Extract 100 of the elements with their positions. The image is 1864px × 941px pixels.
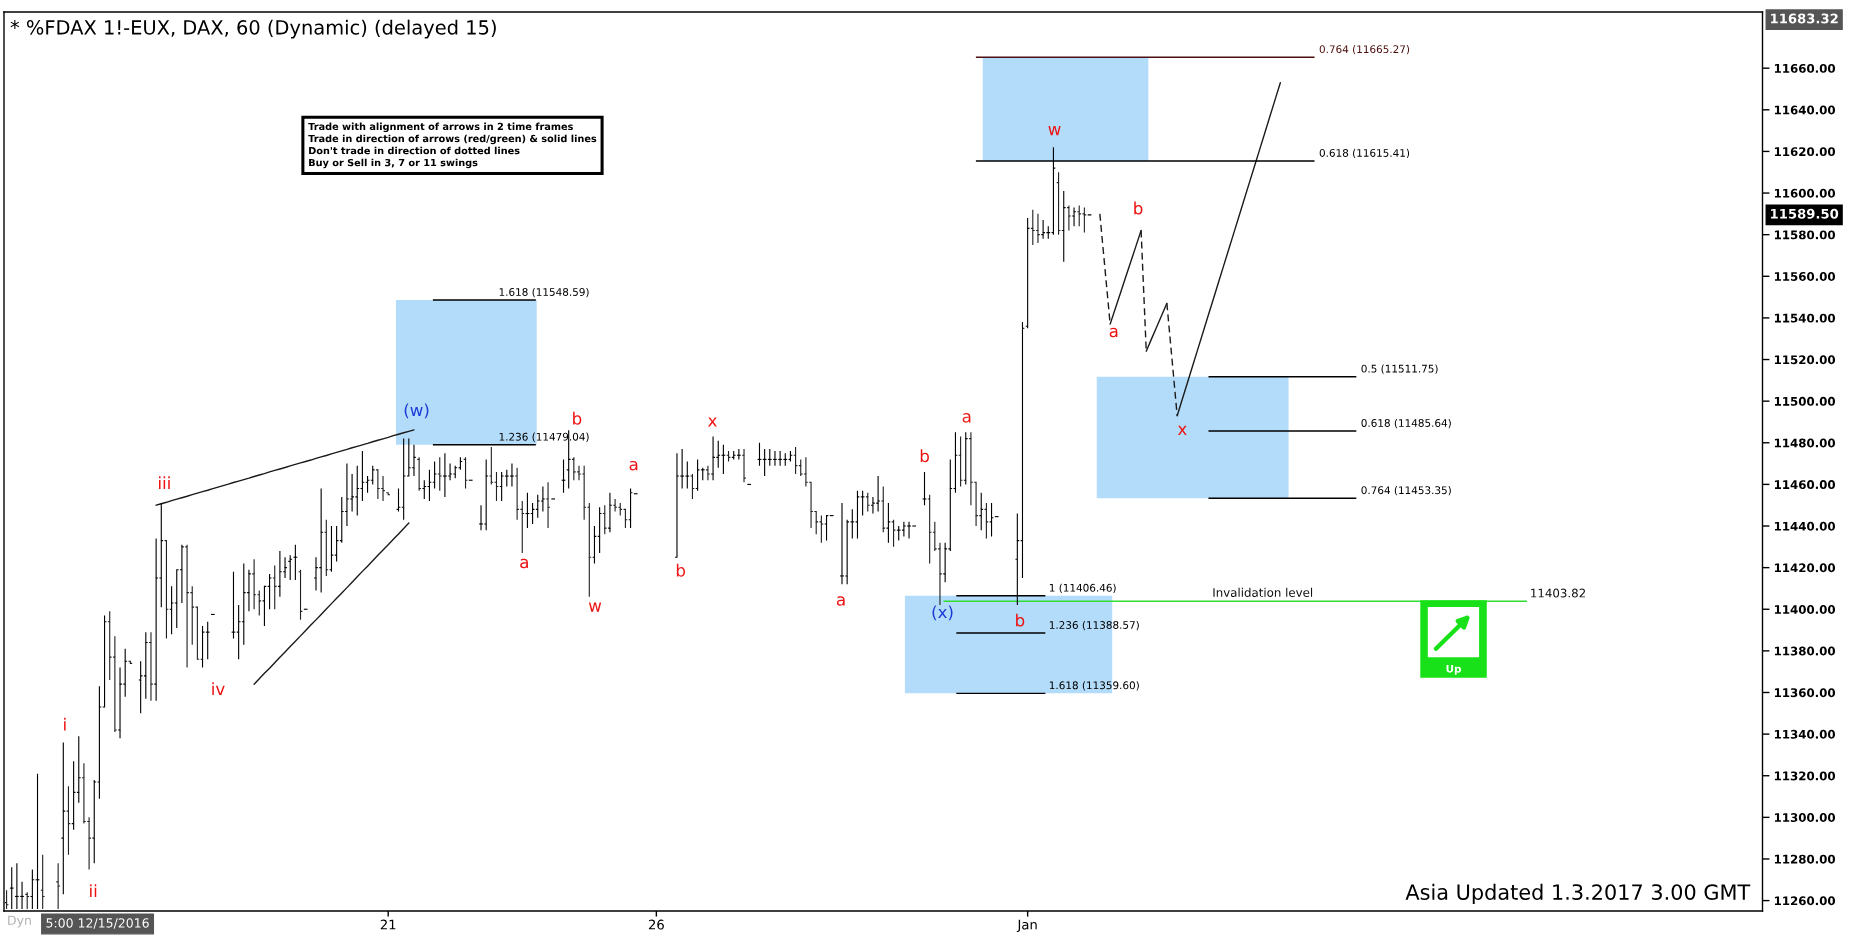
ref-line-label: 1.236 (11388.57) — [1049, 620, 1139, 631]
y-tick-label: 11260.00 — [1774, 896, 1836, 906]
candlestick — [143, 631, 149, 700]
annotation: a — [962, 413, 971, 423]
annotation: w — [1048, 126, 1061, 136]
annotation: Asia Updated 1.3.2017 3.00 GMT — [1405, 883, 1751, 904]
x-tick-label: Jan — [1016, 919, 1037, 932]
candlestick — [901, 521, 907, 537]
candlestick — [153, 537, 159, 702]
candlestick — [262, 585, 267, 627]
candlestick — [76, 735, 82, 804]
chart-title: * %FDAX 1!-EUX, DAX, 60 (Dynamic) (delayed 15) — [10, 19, 496, 39]
y-tick-label: 11300.00 — [1774, 813, 1836, 823]
y-tick-label: 11480.00 — [1774, 438, 1836, 448]
candlestick — [597, 506, 603, 554]
ref-line-label: 0.618 (11485.64) — [1361, 418, 1451, 429]
y-tick-label: 11600.00 — [1774, 188, 1836, 198]
candlestick — [463, 456, 468, 490]
candlestick — [860, 490, 866, 517]
annotation: iv — [212, 682, 225, 695]
candlestick — [602, 504, 608, 535]
annotation: x — [708, 417, 717, 427]
candlestick — [1040, 219, 1046, 240]
y-tick-label: 11500.00 — [1774, 396, 1836, 406]
annotation: b — [573, 411, 582, 425]
candlestick — [540, 485, 546, 512]
candlestick — [870, 496, 876, 515]
candlestick — [514, 467, 520, 521]
annotation: ii — [90, 884, 97, 897]
y-tick-label: 11340.00 — [1774, 729, 1836, 739]
y-tick-label: 11540.00 — [1774, 313, 1836, 323]
y-tick-label: 11380.00 — [1774, 646, 1836, 656]
annotation: 11403.82 — [1531, 588, 1585, 598]
annotation: b — [676, 563, 686, 577]
annotation: Trade with alignment of arrows in 2 time frames Trade in direction of arrows (red/green) & solid lines Don't trade in direction of dotted lines Buy or Sell in 3, 7 or 11 swings — [308, 122, 597, 169]
y-tick-label: 11560.00 — [1774, 272, 1836, 281]
text: 5:00 12/15/2016 — [46, 918, 149, 929]
candlestick — [334, 525, 340, 562]
annotation: a — [629, 460, 638, 471]
candlestick — [102, 614, 107, 708]
line-series — [253, 522, 410, 685]
candlestick — [277, 550, 283, 598]
candlestick — [927, 494, 933, 565]
y-tick-label: 11520.00 — [1774, 355, 1836, 365]
ref-line-label: 0.618 (11615.41) — [1319, 148, 1410, 159]
candlestick — [194, 606, 200, 660]
annotation: b — [920, 449, 929, 463]
candlestick — [329, 525, 334, 573]
candlestick — [241, 562, 247, 646]
candlestick — [978, 492, 984, 531]
candlestick — [535, 494, 541, 519]
annotation: w — [588, 602, 602, 612]
ref-line-label: 0.5 (11511.75) — [1361, 364, 1438, 374]
annotation: (w) — [404, 403, 429, 419]
candlestick — [1056, 171, 1061, 236]
candlestick — [251, 558, 257, 610]
candlestick — [509, 463, 515, 488]
annotation: a — [520, 558, 528, 569]
candlestick — [91, 779, 97, 864]
candlestick — [71, 760, 77, 831]
annotation: b — [1016, 613, 1025, 627]
y-tick-label: 11320.00 — [1774, 771, 1836, 781]
y-tick-label: 11580.00 — [1774, 230, 1836, 240]
candlestick — [210, 613, 216, 616]
text: Dyn — [8, 915, 31, 928]
ref-line-label: 1.618 (11359.60) — [1049, 681, 1139, 691]
x-tick-label: 21 — [380, 919, 396, 930]
candlestick — [741, 448, 747, 483]
candlestick — [488, 446, 494, 485]
candlestick — [684, 460, 690, 490]
annotation: Up — [1446, 664, 1462, 675]
candlestick — [200, 625, 205, 669]
candlestick — [1035, 213, 1041, 244]
candlestick — [323, 519, 329, 577]
y-tick-label: 11660.00 — [1774, 63, 1836, 73]
y-tick-label: 11280.00 — [1774, 854, 1836, 864]
ref-line-label: Invalidation level — [1213, 587, 1313, 597]
candlestick — [375, 469, 381, 500]
candlestick — [447, 463, 453, 481]
candlestick — [483, 458, 489, 531]
candlestick — [55, 862, 61, 910]
candlestick — [953, 431, 958, 494]
candlestick — [710, 435, 716, 481]
candlestick — [179, 544, 185, 604]
ref-line-label: 1 (11406.46) — [1049, 583, 1116, 593]
annotation: (x) — [932, 605, 953, 621]
candlestick — [880, 485, 886, 533]
candlestick — [1061, 190, 1067, 263]
candlestick — [349, 473, 355, 512]
candlestick — [695, 458, 701, 492]
candlestick — [96, 685, 102, 800]
candlestick — [824, 515, 829, 542]
candlestick — [1020, 321, 1025, 579]
x-tick-label: 26 — [648, 919, 664, 930]
candlestick — [855, 490, 860, 540]
y-tick-label: 11400.00 — [1774, 604, 1836, 614]
candlestick — [184, 544, 190, 669]
candlestick — [674, 452, 680, 558]
ref-line-label: 0.764 (11453.35) — [1361, 486, 1451, 496]
candlestick — [875, 475, 881, 512]
